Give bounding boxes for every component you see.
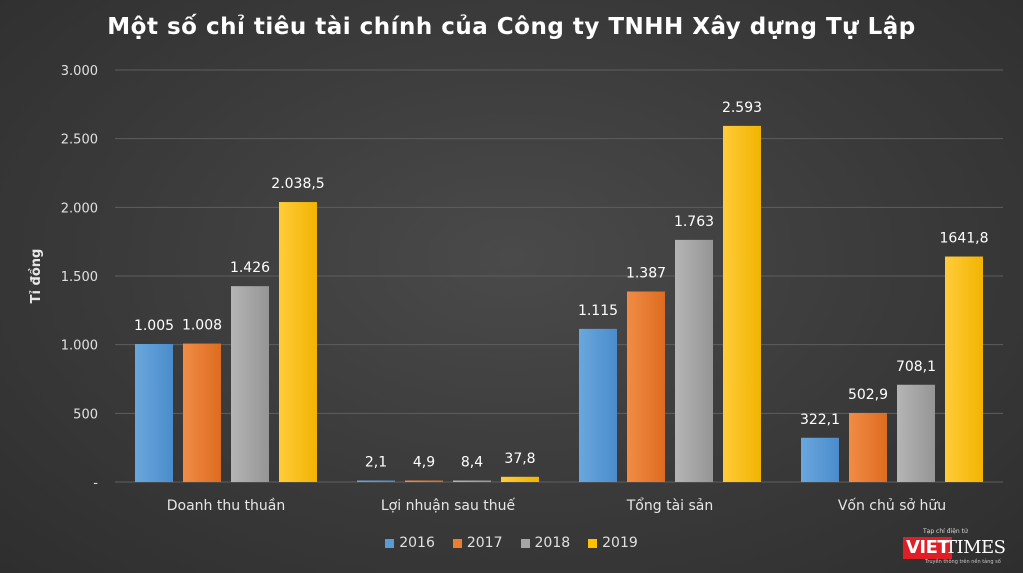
data-label: 2.593 [722,100,762,116]
data-label: 1.005 [134,318,174,334]
data-label: 502,9 [848,387,888,403]
bar-2016 [801,437,839,482]
data-labels: 1.005 1.008 1.426 2.038,5 2,1 4,9 8,4 37,8 1.115… [134,100,989,471]
data-label: 1.426 [230,260,270,276]
data-label: 37,8 [504,451,535,467]
bar-2018 [231,286,269,482]
bar-2018 [897,384,935,482]
data-label: 1.387 [626,266,666,282]
data-label: 1.008 [182,318,222,334]
legend-item: 2016 [385,535,435,551]
bar-2016 [135,343,173,482]
legend-swatch [452,538,462,548]
y-tick-label: 2.500 [61,133,98,148]
x-axis-categories: Doanh thu thuần Lợi nhuận sau thuế Tổng tà… [167,497,946,514]
bar-2017 [405,480,443,482]
bar-2019 [723,125,761,483]
data-label: 2,1 [365,455,387,471]
legend: 2016 2017 2018 2019 [0,535,1023,551]
data-label: 4,9 [413,455,435,471]
bar-2016 [357,480,395,482]
data-label: 2.038,5 [271,176,324,192]
y-tick-label: 1.000 [61,339,98,354]
y-axis-ticks: - 500 1.000 1.500 2.000 2.500 3.000 [61,64,99,491]
legend-swatch [588,538,598,548]
logo-top-text: Tạp chí điện tử [923,528,968,535]
legend-swatch [385,538,395,548]
category-label: Vốn chủ sở hữu [838,497,946,514]
y-axis-label: Tỉ đồng [29,249,44,304]
bar-2019 [945,256,983,482]
bar-2017 [627,291,665,482]
logo-viet: VIET [903,537,953,559]
category-label: Tổng tài sản [626,497,713,514]
legend-label: 2017 [466,535,503,551]
legend-label: 2019 [602,535,638,551]
y-tick-label: 500 [73,407,98,422]
data-label: 8,4 [461,455,483,471]
data-label: 1641,8 [940,231,989,247]
viettimes-logo: Tạp chí điện tử VIET TIMES Truyền thông … [903,528,1015,568]
data-label: 1.115 [578,303,618,319]
legend-item: 2019 [588,535,638,551]
data-label: 1.763 [674,214,714,230]
bar-2017 [849,412,887,482]
bar-2016 [579,328,617,482]
logo-sub-text: Truyền thông trên nền tảng số [925,559,1001,565]
logo-times: TIMES [945,537,1006,558]
y-tick-label: - [93,476,98,491]
legend-item: 2017 [452,535,503,551]
bar-2018 [453,480,491,482]
bar-2018 [675,239,713,482]
y-tick-label: 1.500 [61,270,98,285]
bars [135,125,983,483]
y-tick-label: 3.000 [61,64,98,79]
legend-swatch [520,538,530,548]
legend-label: 2018 [534,535,571,551]
data-label: 708,1 [896,359,936,375]
data-label: 322,1 [800,412,840,428]
bar-2017 [183,343,221,482]
legend-item: 2018 [520,535,571,551]
chart-title: Một số chỉ tiêu tài chính của Công ty TN… [107,14,916,40]
bar-2019 [279,202,317,482]
bar-2019 [501,476,539,482]
category-label: Lợi nhuận sau thuế [381,497,516,514]
legend-label: 2016 [399,535,435,551]
y-tick-label: 2.000 [61,201,98,216]
category-label: Doanh thu thuần [167,498,286,514]
